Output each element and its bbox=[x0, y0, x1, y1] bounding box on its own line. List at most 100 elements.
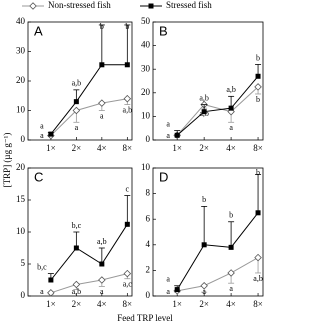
marker bbox=[123, 269, 132, 278]
x-tick-label: 2× bbox=[199, 143, 209, 153]
y-tick-label: 15 bbox=[16, 194, 26, 204]
significance-label: a bbox=[229, 123, 233, 132]
marker bbox=[98, 99, 106, 107]
series-line bbox=[50, 273, 128, 294]
plot-frame bbox=[152, 167, 264, 297]
marker bbox=[174, 287, 180, 293]
marker bbox=[72, 280, 81, 289]
x-tick-label: 4× bbox=[226, 143, 236, 153]
x-tick-label: 1× bbox=[172, 143, 182, 153]
significance-label: a,b bbox=[97, 237, 107, 246]
significance-label: b bbox=[256, 53, 260, 62]
x-tick-label: 8× bbox=[123, 143, 133, 153]
marker bbox=[174, 132, 180, 138]
significance-label: a,b bbox=[72, 79, 82, 88]
legend-marker bbox=[29, 2, 37, 10]
y-tick-label: 0 bbox=[21, 134, 26, 144]
significance-label: b bbox=[256, 168, 260, 177]
marker bbox=[73, 245, 79, 251]
marker bbox=[227, 269, 235, 277]
y-tick-label: 30 bbox=[141, 63, 151, 73]
marker bbox=[255, 73, 261, 79]
x-tick-label: 8× bbox=[253, 299, 263, 309]
marker bbox=[47, 289, 55, 297]
x-tick-label: 1× bbox=[46, 299, 56, 309]
y-tick-label: 20 bbox=[141, 87, 151, 97]
y-tick-label: 8 bbox=[146, 188, 151, 198]
marker bbox=[72, 106, 81, 115]
significance-label: b,c bbox=[72, 221, 82, 230]
x-tick-label: 4× bbox=[226, 299, 236, 309]
significance-label: a bbox=[75, 123, 79, 132]
marker bbox=[228, 244, 234, 250]
significance-label: a bbox=[40, 131, 44, 140]
x-tick-label: 8× bbox=[253, 143, 263, 153]
significance-label: a,b bbox=[72, 287, 82, 296]
marker bbox=[48, 277, 54, 283]
marker bbox=[124, 62, 130, 68]
x-tick-label: 4× bbox=[97, 299, 107, 309]
significance-label: a,b bbox=[123, 105, 133, 114]
marker bbox=[228, 105, 234, 111]
panel-letter: D bbox=[159, 169, 168, 184]
y-tick-label: 4 bbox=[146, 239, 151, 249]
plot-frame bbox=[152, 21, 264, 141]
y-tick-label: 20 bbox=[16, 162, 26, 172]
significance-label: b bbox=[100, 22, 104, 31]
y-tick-label: 40 bbox=[16, 16, 26, 26]
significance-label: b,c bbox=[37, 262, 47, 271]
y-tick-label: 0 bbox=[21, 290, 26, 300]
significance-label: a,c bbox=[123, 280, 133, 289]
x-tick-label: 2× bbox=[72, 299, 82, 309]
series-line bbox=[176, 212, 259, 290]
x-tick-label: 8× bbox=[123, 299, 133, 309]
marker bbox=[99, 62, 105, 68]
significance-label: b bbox=[125, 22, 129, 31]
y-tick-label: 10 bbox=[16, 105, 26, 115]
significance-label: a bbox=[166, 119, 170, 128]
x-tick-label: 1× bbox=[46, 143, 56, 153]
y-tick-label: 20 bbox=[16, 75, 26, 85]
y-tick-label: 40 bbox=[141, 40, 151, 50]
significance-label: b bbox=[229, 211, 233, 220]
significance-label: a,b bbox=[226, 85, 236, 94]
legend-label: Non-stressed fish bbox=[48, 0, 111, 10]
x-tick-label: 1× bbox=[172, 299, 182, 309]
legend-label: Stressed fish bbox=[166, 0, 212, 10]
panel-letter: B bbox=[159, 23, 168, 38]
marker bbox=[73, 99, 79, 105]
marker bbox=[254, 83, 262, 91]
x-tick-label: 2× bbox=[199, 299, 209, 309]
y-axis-label: [TRP] (µg g⁻¹) bbox=[2, 133, 12, 188]
marker bbox=[124, 221, 130, 227]
series-line bbox=[50, 64, 128, 135]
marker bbox=[255, 210, 261, 216]
significance-label: b bbox=[202, 195, 206, 204]
y-tick-label: 0 bbox=[146, 290, 151, 300]
x-axis-label: Feed TRP level bbox=[117, 313, 173, 323]
y-tick-label: 2 bbox=[146, 264, 151, 274]
marker bbox=[123, 94, 132, 103]
significance-label: b bbox=[256, 95, 260, 104]
significance-label: a bbox=[40, 287, 44, 296]
significance-label: a bbox=[100, 111, 104, 120]
significance-label: a,b bbox=[253, 274, 263, 283]
y-tick-label: 10 bbox=[141, 162, 151, 172]
y-tick-label: 5 bbox=[21, 258, 26, 268]
y-tick-label: 6 bbox=[146, 213, 151, 223]
y-tick-label: 50 bbox=[141, 16, 151, 26]
chart: [TRP] (µg g⁻¹) Feed TRP level Non-stress… bbox=[2, 0, 264, 323]
x-tick-label: 4× bbox=[97, 143, 107, 153]
marker bbox=[201, 109, 207, 115]
significance-label: a bbox=[100, 287, 104, 296]
marker bbox=[254, 253, 262, 262]
series-line bbox=[50, 98, 128, 136]
y-tick-label: 0 bbox=[146, 134, 151, 144]
series-line bbox=[176, 86, 259, 136]
series-line bbox=[176, 75, 259, 136]
significance-label: a bbox=[229, 284, 233, 293]
y-tick-label: 10 bbox=[16, 226, 26, 236]
significance-label: a bbox=[40, 121, 44, 130]
marker bbox=[48, 131, 54, 137]
significance-label: a bbox=[202, 287, 206, 296]
